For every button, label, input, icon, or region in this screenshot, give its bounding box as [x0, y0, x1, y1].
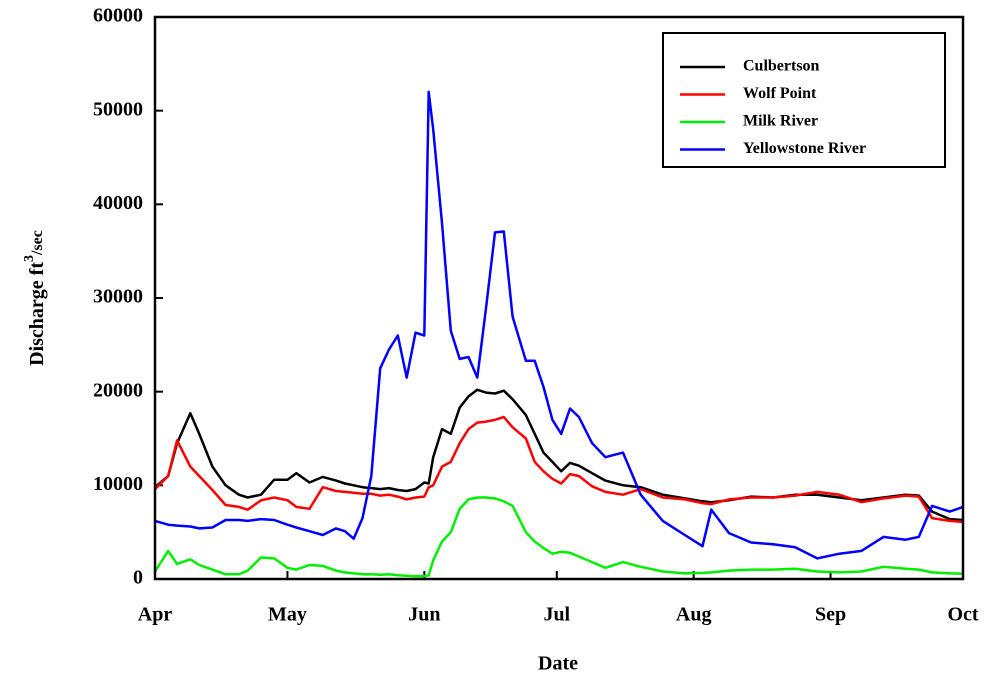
y-tick-label: 20000	[93, 379, 143, 401]
y-tick-label: 60000	[93, 5, 143, 27]
legend-label: Culbertson	[743, 58, 820, 75]
y-tick-label: 40000	[93, 192, 143, 214]
y-axis-title: Discharge ft3/sec	[22, 230, 47, 366]
x-tick-label: Sep	[815, 604, 846, 626]
series-line	[154, 415, 964, 524]
y-title-main: Discharge ft	[26, 262, 48, 366]
y-title-unit: /sec	[29, 230, 46, 256]
plot-frame	[153, 15, 965, 581]
series-line	[154, 90, 964, 560]
y-tick-label: 10000	[93, 473, 143, 495]
x-tick-label: Jun	[408, 604, 440, 626]
series-line	[154, 388, 964, 522]
x-tick-label: May	[268, 604, 307, 626]
legend-label: Yellowstone River	[743, 140, 866, 157]
y-tick-label: 50000	[93, 98, 143, 120]
x-axis-title: Date	[538, 653, 578, 675]
y-tick-label: 30000	[93, 286, 143, 308]
legend-label: Wolf Point	[743, 85, 817, 102]
x-tick-label: Aug	[676, 604, 712, 626]
x-tick-label: Jul	[543, 604, 570, 626]
y-title-sup: 3	[22, 255, 37, 262]
y-tick-label: 0	[133, 567, 143, 589]
legend-box	[662, 32, 946, 168]
series-line	[153, 496, 964, 578]
legend-label: Milk River	[743, 113, 818, 130]
x-tick-label: Oct	[947, 604, 978, 626]
x-tick-label: Apr	[138, 604, 173, 626]
